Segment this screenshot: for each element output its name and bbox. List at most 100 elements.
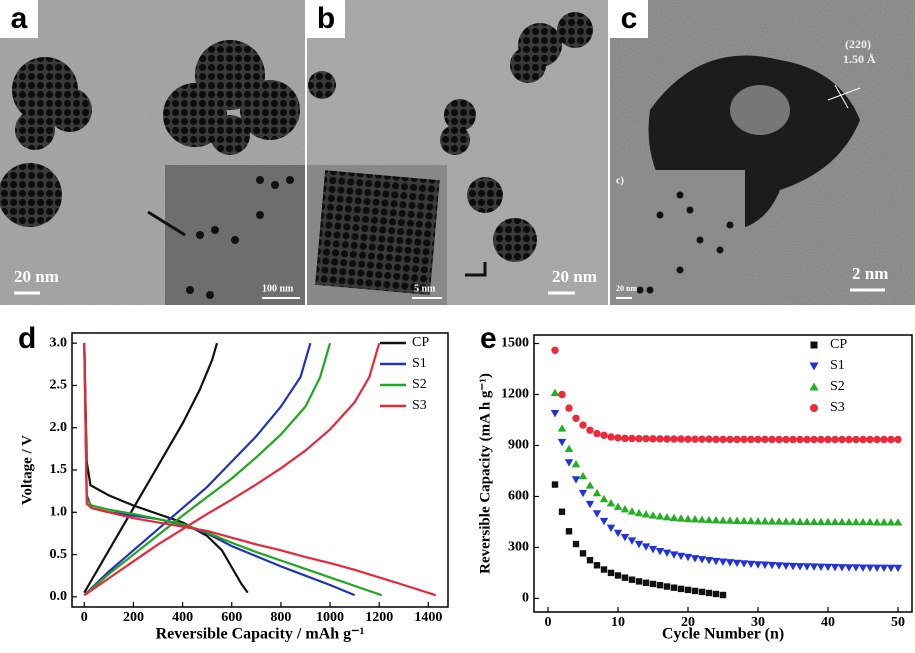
marker bbox=[558, 390, 566, 399]
marker bbox=[648, 545, 658, 554]
marker bbox=[810, 435, 818, 444]
y-tick-label: 0 bbox=[522, 591, 529, 606]
marker bbox=[753, 561, 763, 569]
inset-scale-label: 20 nm bbox=[616, 284, 637, 293]
marker bbox=[711, 557, 721, 566]
marker bbox=[789, 435, 797, 444]
marker bbox=[586, 556, 594, 564]
marker bbox=[719, 435, 727, 444]
marker bbox=[802, 517, 812, 525]
y-axis-title: Voltage / V bbox=[19, 435, 35, 505]
marker bbox=[739, 516, 749, 525]
y-axis-title: Reversible Capacity (mA h g⁻¹) bbox=[477, 373, 493, 574]
data-line bbox=[83, 342, 249, 594]
tem-panel-a: a 20 nm 100 nm bbox=[0, 0, 305, 305]
marker bbox=[718, 516, 728, 524]
y-tick-label: 2.5 bbox=[50, 378, 68, 393]
marker bbox=[879, 564, 889, 573]
marker bbox=[578, 489, 588, 498]
marker bbox=[579, 421, 587, 429]
marker bbox=[830, 517, 840, 526]
marker bbox=[711, 516, 721, 524]
marker bbox=[600, 431, 608, 439]
marker bbox=[823, 517, 833, 526]
marker bbox=[872, 564, 882, 573]
legend-label: S3 bbox=[412, 398, 427, 413]
marker bbox=[593, 429, 601, 438]
marker bbox=[795, 563, 805, 571]
marker bbox=[642, 579, 650, 586]
legend-label: CP bbox=[830, 337, 847, 352]
marker bbox=[873, 435, 881, 444]
marker bbox=[613, 502, 623, 510]
panel-label: c bbox=[621, 2, 638, 35]
marker bbox=[824, 435, 832, 444]
marker bbox=[760, 517, 770, 525]
marker bbox=[704, 515, 714, 524]
marker bbox=[866, 435, 874, 444]
x-tick-label: 200 bbox=[123, 610, 144, 625]
y-tick-label: 900 bbox=[508, 438, 529, 453]
marker bbox=[774, 517, 784, 525]
marker bbox=[564, 444, 574, 453]
y-tick-label: 1500 bbox=[501, 336, 529, 351]
inset-scale-label: 100 nm bbox=[262, 283, 294, 294]
legend-swatch bbox=[809, 382, 819, 391]
marker bbox=[579, 550, 587, 557]
marker bbox=[621, 574, 629, 581]
y-tick-label: 0.0 bbox=[50, 589, 68, 604]
marker bbox=[628, 576, 636, 583]
marker bbox=[565, 528, 573, 535]
marker bbox=[669, 551, 679, 559]
marker bbox=[837, 564, 847, 572]
y-tick-label: 3.0 bbox=[50, 335, 68, 350]
marker bbox=[886, 564, 896, 573]
marker bbox=[655, 547, 665, 556]
marker bbox=[648, 511, 658, 519]
marker bbox=[585, 481, 595, 489]
marker bbox=[831, 435, 839, 444]
marker bbox=[662, 512, 672, 521]
marker bbox=[557, 438, 567, 447]
marker bbox=[886, 518, 896, 526]
legend-label: S2 bbox=[412, 377, 427, 392]
marker bbox=[593, 562, 601, 569]
marker bbox=[565, 404, 573, 412]
marker bbox=[782, 435, 790, 444]
marker bbox=[641, 510, 651, 518]
marker bbox=[865, 517, 875, 526]
x-tick-label: 20 bbox=[681, 615, 695, 630]
marker bbox=[837, 517, 847, 526]
marker bbox=[816, 563, 826, 571]
marker bbox=[809, 563, 819, 571]
marker bbox=[781, 562, 791, 570]
marker bbox=[746, 516, 756, 525]
y-tick-label: 2.0 bbox=[50, 420, 68, 435]
x-axis-title: Reversible Capacity / mAh g⁻¹ bbox=[156, 626, 365, 643]
scale-bar-label: 2 nm bbox=[852, 264, 888, 283]
marker bbox=[705, 589, 713, 597]
legend-label: S1 bbox=[830, 358, 845, 373]
marker bbox=[712, 435, 720, 444]
marker bbox=[788, 517, 798, 525]
marker bbox=[704, 556, 714, 565]
tem-panel-b: b 20 nm 5 nm bbox=[307, 0, 608, 305]
marker bbox=[677, 435, 685, 443]
marker bbox=[572, 540, 580, 548]
legend-label: S1 bbox=[412, 356, 427, 371]
x-tick-label: 10 bbox=[611, 615, 625, 630]
scale-bar-label: 20 nm bbox=[552, 267, 597, 286]
marker bbox=[809, 517, 819, 525]
data-line bbox=[83, 342, 356, 597]
x-tick-label: 400 bbox=[172, 610, 193, 625]
marker bbox=[788, 562, 798, 571]
marker bbox=[865, 564, 875, 572]
marker bbox=[740, 435, 748, 444]
marker bbox=[838, 435, 846, 444]
marker bbox=[655, 512, 665, 520]
marker bbox=[851, 564, 861, 572]
marker bbox=[683, 553, 693, 562]
marker bbox=[550, 388, 560, 396]
marker bbox=[747, 435, 755, 444]
data-line bbox=[83, 342, 437, 597]
